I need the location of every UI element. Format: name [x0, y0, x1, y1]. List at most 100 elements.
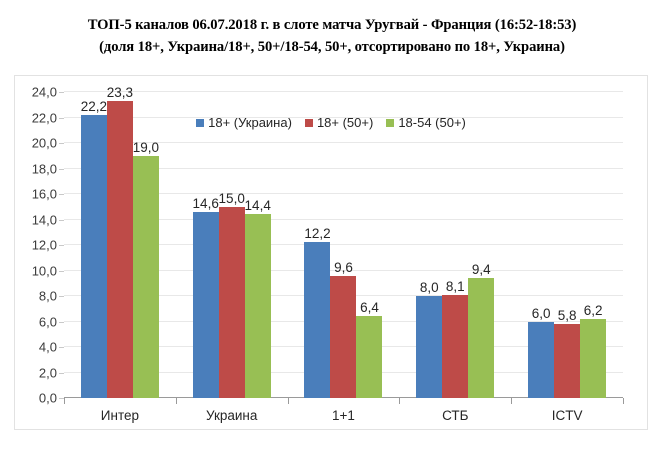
x-axis-category-label: Интер: [100, 408, 139, 423]
legend-label: 18+ (50+): [316, 115, 374, 130]
bar[interactable]: 19,0: [132, 140, 159, 398]
y-tick-label: 20,0: [31, 135, 57, 151]
x-axis-category-label: Украина: [205, 408, 258, 423]
y-tick-mark: [59, 168, 64, 170]
bar-value-label: 5,8: [557, 308, 577, 324]
bar-fill: [580, 318, 607, 398]
bar[interactable]: 23,3: [106, 85, 133, 398]
y-tick-label: 12,0: [31, 237, 57, 253]
gridline: [64, 269, 623, 271]
chart-legend: 18+ (Украина) 18+ (50+) 18-54 (50+): [15, 115, 647, 130]
bar-value-label: 6,0: [531, 305, 551, 321]
bar-fill: [554, 324, 581, 398]
x-tick-mark: [399, 398, 401, 404]
y-tick-label: 24,0: [31, 84, 57, 100]
y-tick-label: 8,0: [38, 288, 57, 304]
y-tick-label: 0,0: [38, 390, 57, 406]
plot-area: 0,0 2,0 4,0 6,0 8,0 10,0 12,0 14,0 16,0 18,0 20,0 2…: [32, 85, 624, 423]
bar-value-label: 8,0: [419, 280, 439, 295]
y-tick-mark: [59, 92, 64, 93]
bar-fill: [244, 214, 271, 398]
legend-swatch-icon: [196, 118, 205, 127]
bar[interactable]: 9,6: [330, 260, 357, 398]
x-tick-mark: [175, 398, 177, 404]
bar-value-label: 14,4: [244, 198, 271, 214]
x-tick-mark: [287, 398, 289, 404]
bar-group: 12,2 9,6 6,4 1+1: [288, 92, 400, 423]
gridline: [64, 218, 623, 220]
bar-group: 22,2 23,3 19,0 Интер: [64, 85, 176, 423]
bar-group: 8,0 8,1 9,4 СТБ: [399, 92, 511, 423]
x-axis-category-label: СТБ: [442, 408, 469, 423]
y-tick-label: 2,0: [38, 365, 57, 380]
legend-item[interactable]: 18+ (50+): [304, 115, 374, 130]
bar[interactable]: 14,6: [192, 196, 219, 398]
bar[interactable]: 9,4: [468, 262, 495, 398]
x-axis-category-label: ICTV: [551, 408, 583, 423]
title-line-2: (доля 18+, Украина/18+, 50+/18-54, 50+, …: [99, 39, 565, 55]
bar[interactable]: 5,8: [554, 308, 581, 398]
bar-value-label: 9,6: [334, 259, 353, 275]
page-title: ТОП-5 каналов 06.07.2018 г. в слоте матч…: [18, 14, 646, 58]
bar-value-label: 22,2: [80, 98, 108, 114]
gridline: [64, 91, 623, 92]
bar-value-label: 9,4: [471, 262, 491, 278]
bar[interactable]: 8,1: [442, 279, 469, 398]
gridline: [64, 193, 623, 194]
bar[interactable]: 22,2: [80, 99, 107, 398]
chart-container: 18+ (Украина) 18+ (50+) 18-54 (50+) 0,0 2,0…: [14, 75, 648, 430]
y-tick-label: 22,0: [31, 110, 57, 125]
bar[interactable]: 12,2: [304, 226, 331, 398]
y-tick-mark: [59, 143, 64, 144]
y-tick-mark: [59, 372, 64, 374]
bar[interactable]: 14,4: [244, 198, 271, 398]
bar-fill: [416, 296, 443, 398]
y-tick-label: 4,0: [38, 339, 57, 355]
bar-value-label: 12,2: [304, 226, 331, 242]
bar-fill: [132, 155, 159, 398]
bar-value-label: 14,6: [192, 195, 219, 211]
bar-value-label: 19,0: [132, 139, 160, 155]
bar-value-label: 23,3: [106, 84, 134, 100]
y-tick-label: 18,0: [31, 161, 57, 176]
y-tick-mark: [59, 347, 64, 348]
bar[interactable]: 6,4: [356, 300, 383, 398]
bar-value-label: 15,0: [218, 190, 245, 206]
bar-fill: [80, 114, 107, 398]
title-line-1: ТОП-5 каналов 06.07.2018 г. в слоте матч…: [87, 17, 577, 33]
gridline: [64, 244, 623, 245]
bar[interactable]: 6,2: [580, 303, 607, 398]
y-tick-mark: [59, 296, 64, 297]
legend-label: 18-54 (50+): [398, 115, 466, 130]
bar-group: 6,0 5,8 6,2 ICTV: [511, 92, 623, 423]
legend-label: 18+ (Украина): [208, 115, 292, 130]
y-tick-label: 14,0: [31, 212, 57, 227]
y-tick-mark: [59, 270, 64, 272]
bar-fill: [304, 242, 331, 398]
legend-item[interactable]: 18-54 (50+): [386, 115, 466, 130]
bar[interactable]: 6,0: [528, 306, 555, 398]
y-tick-mark: [59, 117, 64, 119]
y-tick-mark: [59, 245, 64, 246]
bar-value-label: 8,1: [445, 278, 465, 294]
x-tick-mark: [511, 398, 513, 404]
x-axis-category-label: 1+1: [332, 408, 355, 423]
bar-fill: [468, 278, 495, 398]
y-tick-label: 10,0: [31, 263, 57, 278]
y-tick-mark: [59, 398, 64, 399]
bar-fill: [442, 294, 469, 398]
bar-fill: [192, 211, 219, 398]
bar-fill: [218, 206, 245, 398]
y-tick-mark: [59, 219, 64, 221]
y-tick-label: 16,0: [31, 186, 57, 202]
bar-fill: [330, 275, 357, 398]
bar[interactable]: 8,0: [416, 280, 443, 398]
legend-swatch-icon: [386, 118, 395, 127]
bar-fill: [106, 100, 133, 398]
bar-group: 14,6 15,0 14,4 Украина: [176, 92, 288, 423]
bar-fill: [356, 316, 383, 398]
y-tick-label: 6,0: [38, 314, 57, 329]
bar-value-label: 6,4: [360, 300, 379, 316]
legend-item[interactable]: 18+ (Украина): [196, 115, 292, 130]
bar[interactable]: 15,0: [218, 191, 245, 398]
